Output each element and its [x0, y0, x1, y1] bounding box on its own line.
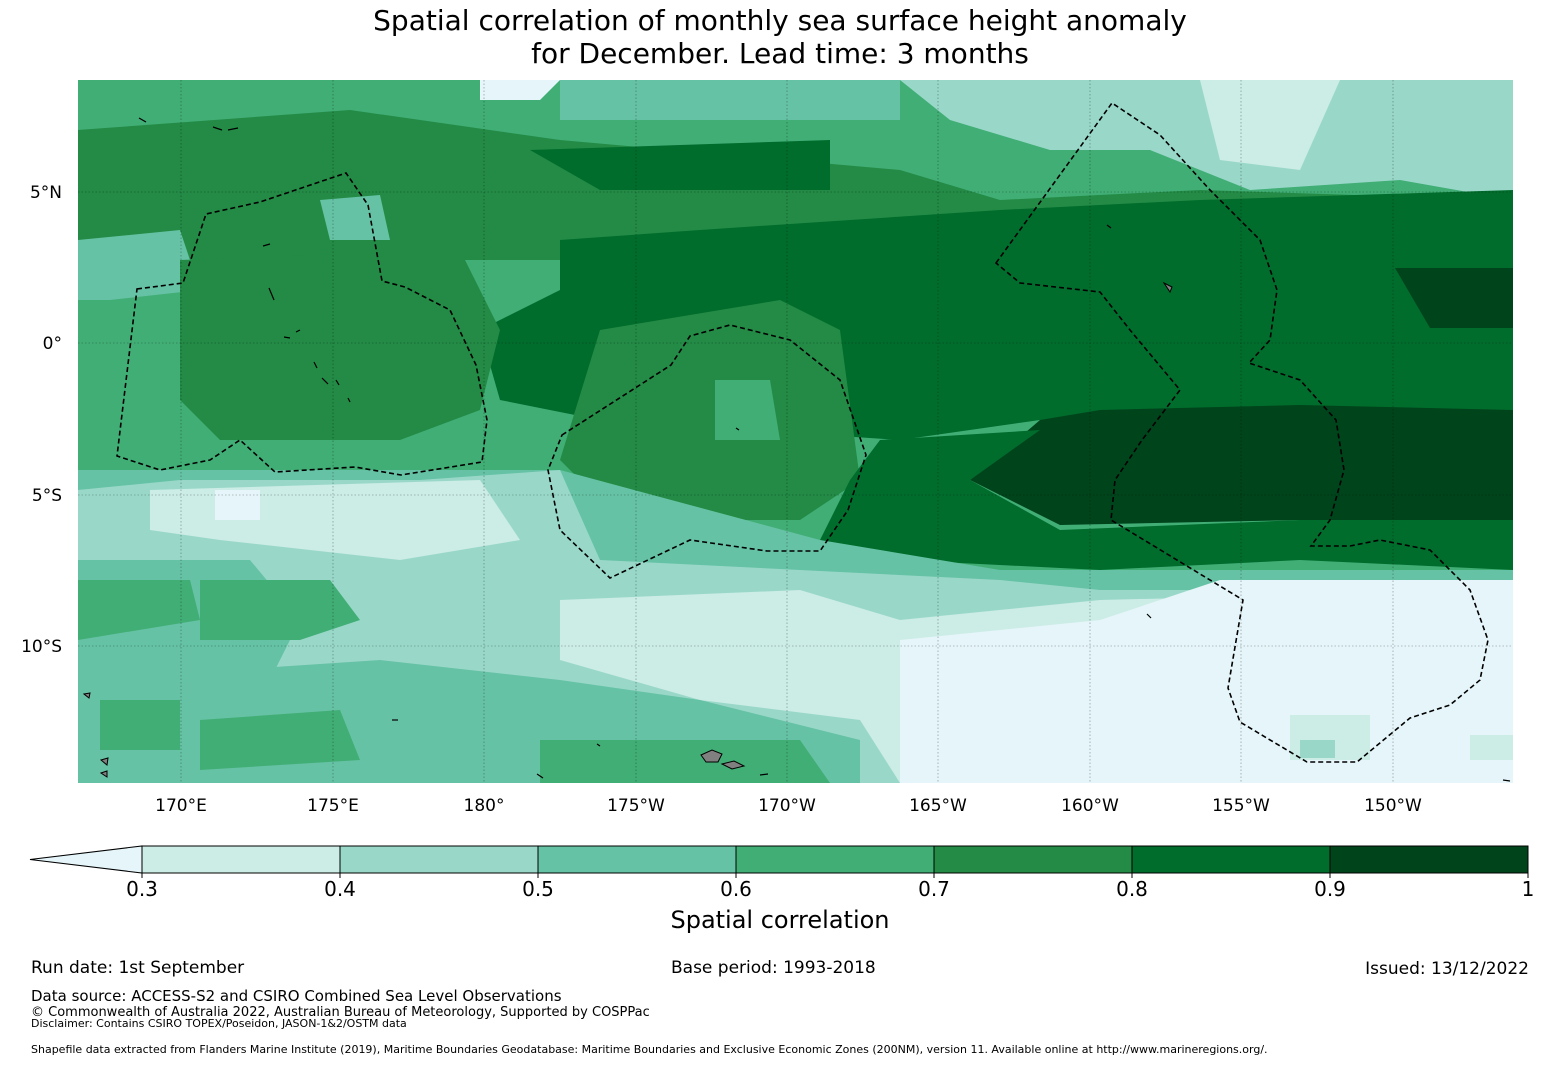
- lon-label-165w: 165°W: [909, 796, 967, 816]
- colorbar-bin-0-3: [142, 846, 340, 873]
- colorbar-tick-0-4: 0.4: [324, 877, 356, 901]
- lon-label-175w: 175°W: [607, 796, 665, 816]
- colorbar-bin-0-5: [538, 846, 736, 873]
- colorbar-tick-0-5: 0.5: [522, 877, 554, 901]
- colorbar-under-arrow: [29, 845, 143, 874]
- disclaimer: Disclaimer: Contains CSIRO TOPEX/Poseido…: [31, 1017, 407, 1030]
- islands: [82, 281, 1173, 778]
- map-title: Spatial correlation of monthly sea surfa…: [0, 4, 1560, 70]
- island-small-2: [1162, 281, 1173, 294]
- shapefile-credit: Shapefile data extracted from Flanders M…: [31, 1043, 1268, 1056]
- island-small-1: [99, 770, 108, 778]
- gridlines: [78, 80, 1513, 783]
- eez-boundary-kiribati-line: [994, 101, 1489, 763]
- colorbar-tick-1: 1: [1521, 877, 1535, 901]
- colorbar-title: Spatial correlation: [670, 906, 890, 934]
- correlation-map: 5°N 0° 5°S 10°S 170°E 175°E 180° 175°W 1…: [21, 80, 1529, 878]
- atolls: [138, 117, 1511, 782]
- colorbar-tick-0-3: 0.3: [126, 877, 158, 901]
- run-date: Run date: 1st September: [31, 958, 245, 978]
- data-source: Data source: ACCESS-S2 and CSIRO Combine…: [31, 987, 562, 1005]
- colorbar-tick-0-8: 0.8: [1116, 877, 1148, 901]
- copyright: © Commonwealth of Australia 2022, Austra…: [31, 1005, 650, 1020]
- eez-boundaries: [116, 101, 1489, 763]
- lat-label-10s: 10°S: [21, 637, 62, 657]
- base-period: Base period: 1993-2018: [671, 958, 876, 978]
- lon-tick-labels: 170°E 175°E 180° 175°W 170°W 165°W 160°W…: [155, 796, 1422, 816]
- colorbar-bin-0-7: [934, 846, 1132, 873]
- lat-label-eq: 0°: [43, 334, 62, 354]
- colorbar-bin-0-8: [1132, 846, 1330, 873]
- samoa-island-east: [720, 760, 746, 770]
- title-line-2: for December. Lead time: 3 months: [531, 37, 1029, 70]
- lon-label-155w: 155°W: [1212, 796, 1270, 816]
- lon-label-170w: 170°W: [758, 796, 816, 816]
- rotuma-island: [99, 757, 109, 766]
- correlation-field: [78, 80, 1513, 783]
- lon-label-150w: 150°W: [1364, 796, 1422, 816]
- lon-label-160w: 160°W: [1061, 796, 1119, 816]
- wallis-island: [82, 692, 91, 699]
- colorbar: [29, 845, 1529, 878]
- colorbar-tick-0-9: 0.9: [1314, 877, 1346, 901]
- lat-label-5s: 5°S: [32, 486, 62, 506]
- lon-label-175e: 175°E: [307, 796, 359, 816]
- lon-label-180: 180°: [464, 796, 505, 816]
- title-line-1: Spatial correlation of monthly sea surfa…: [373, 4, 1187, 37]
- colorbar-bin-0-6: [736, 846, 934, 873]
- colorbar-tick-0-6: 0.6: [720, 877, 752, 901]
- lon-label-170e: 170°E: [155, 796, 207, 816]
- issued-date: Issued: 13/12/2022: [1365, 959, 1529, 979]
- lat-tick-labels: 5°N 0° 5°S 10°S: [21, 183, 62, 657]
- colorbar-tick-0-7: 0.7: [918, 877, 950, 901]
- eez-boundary-tokelau: [547, 324, 867, 579]
- colorbar-bin-0-9: [1330, 846, 1528, 873]
- samoa-island-west: [700, 749, 723, 763]
- colorbar-bin-0-4: [340, 846, 538, 873]
- lat-label-5n: 5°N: [30, 183, 62, 203]
- eez-boundary-tuvalu: [116, 172, 488, 476]
